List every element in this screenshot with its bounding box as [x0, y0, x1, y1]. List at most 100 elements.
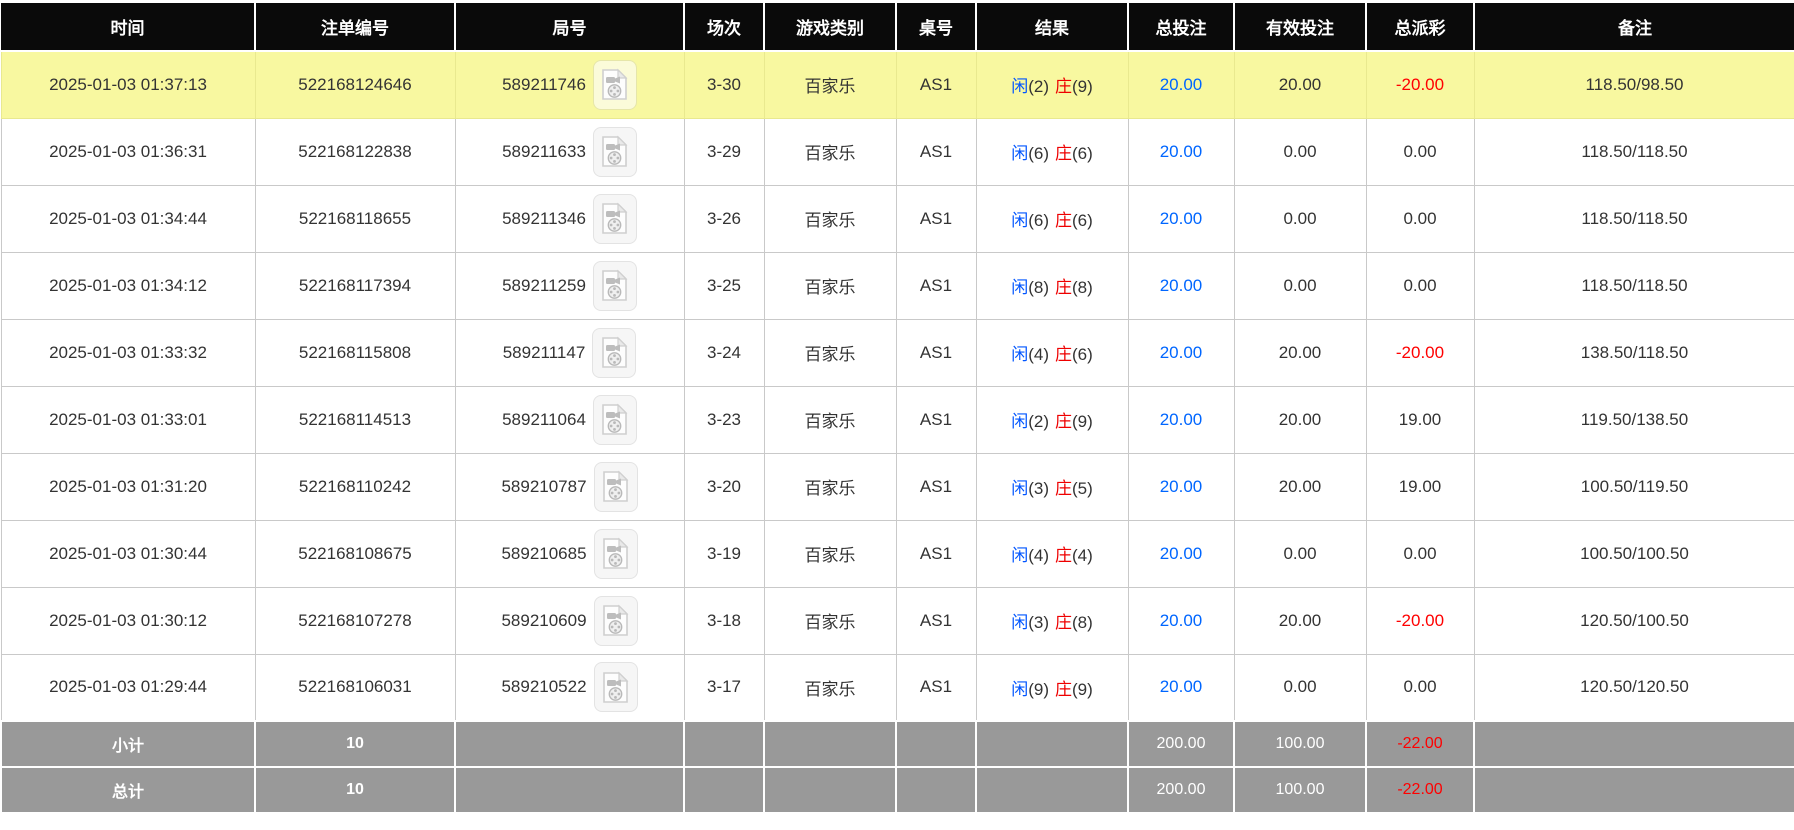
video-replay-button[interactable] [593, 528, 638, 579]
column-header-result: 结果 [975, 3, 1128, 52]
cell-valid-bet: 20.00 [1233, 586, 1367, 655]
video-replay-button[interactable] [593, 461, 638, 512]
table-no-value: AS1 [919, 342, 953, 362]
cell-valid-bet: 0.00 [1233, 519, 1367, 588]
player-score: (6) [1028, 211, 1049, 230]
cell-game-type: 百家乐 [763, 653, 897, 722]
cell-valid-bet: 20.00 [1233, 385, 1367, 454]
cell-session: 3-25 [683, 251, 765, 320]
video-replay-button[interactable] [592, 59, 637, 110]
video-replay-button[interactable] [593, 595, 638, 646]
round-id-value: 589210522 [501, 677, 587, 697]
cell-time: 2025-01-03 01:36:31 [0, 117, 256, 186]
cell-result: 闲(2) 庄(9) [975, 50, 1129, 119]
total-bet-link[interactable]: 20.00 [1159, 74, 1203, 94]
game-type-value: 百家乐 [804, 77, 856, 97]
game-type-value: 百家乐 [804, 613, 856, 632]
total-bet-link[interactable]: 20.00 [1159, 342, 1203, 362]
video-replay-button[interactable] [592, 394, 637, 445]
bet-row[interactable]: 2025-01-03 01:34:12 522168117394 589211259… [0, 251, 1794, 320]
video-replay-button[interactable] [593, 662, 638, 713]
bet-row[interactable]: 2025-01-03 01:30:44 522168108675 589210685… [0, 519, 1794, 588]
video-replay-button[interactable] [592, 327, 637, 378]
table-no-value: AS1 [919, 610, 953, 630]
video-file-icon [603, 470, 629, 502]
video-replay-button[interactable] [592, 126, 637, 177]
cell-bet-id: 522168106031 [254, 653, 456, 722]
time-value: 2025-01-03 01:29:44 [49, 677, 207, 697]
total-bet-link[interactable]: 20.00 [1159, 141, 1203, 161]
total-bet-link[interactable]: 20.00 [1159, 409, 1203, 429]
column-header-remark: 备注 [1473, 3, 1794, 52]
cell-remark: 118.50/118.50 [1473, 117, 1794, 186]
round-id-group: 589210609 [501, 595, 638, 646]
round-id-value: 589211147 [502, 342, 586, 362]
round-id-group: 589211746 [502, 59, 637, 110]
subtotal-row-label: 小计 [0, 720, 256, 768]
video-file-icon [602, 269, 628, 301]
round-id-value: 589211746 [502, 74, 586, 94]
remark-value: 119.50/138.50 [1580, 409, 1689, 429]
footer-total-bet: 200.00 [1156, 735, 1206, 752]
bet-id-value: 522168107278 [298, 610, 412, 630]
video-file-icon [602, 68, 628, 101]
bet-id-value: 522168114513 [298, 409, 412, 429]
player-score: (2) [1028, 77, 1049, 97]
table-no-value: AS1 [919, 543, 953, 563]
cell-result: 闲(6) 庄(6) [975, 184, 1129, 253]
total-bet-link[interactable]: 20.00 [1159, 275, 1203, 295]
player-label: 闲 [1011, 278, 1029, 297]
cell-valid-bet: 0.00 [1233, 653, 1367, 722]
round-id-group: 589210685 [501, 528, 638, 579]
player-score: (9) [1028, 679, 1049, 699]
cell-remark: 120.50/100.50 [1473, 586, 1794, 655]
cell-game-type: 百家乐 [763, 50, 897, 119]
banker-label: 庄 [1055, 211, 1072, 230]
total-bet-link[interactable]: 20.00 [1159, 677, 1203, 697]
cell-remark: 118.50/118.50 [1473, 251, 1794, 320]
video-replay-button[interactable] [592, 260, 637, 311]
column-header-game_type: 游戏类别 [763, 3, 896, 52]
bet-row[interactable]: 2025-01-03 01:36:31 522168122838 589211633… [0, 117, 1794, 186]
total-bet-link[interactable]: 20.00 [1159, 208, 1203, 228]
cell-valid-bet: 20.00 [1233, 50, 1367, 119]
total-bet-link[interactable]: 20.00 [1159, 543, 1203, 563]
cell-table-no: AS1 [895, 586, 977, 655]
cell-total-bet: 20.00 [1127, 519, 1235, 588]
column-header-session: 场次 [683, 3, 764, 52]
round-id-group: 589210787 [501, 461, 638, 512]
bet-row[interactable]: 2025-01-03 01:33:32 522168115808 589211147… [0, 318, 1794, 387]
cell-remark: 100.50/100.50 [1473, 519, 1794, 588]
time-value: 2025-01-03 01:37:13 [49, 74, 207, 94]
cell-total-bet: 20.00 [1127, 184, 1235, 253]
total-bet-link[interactable]: 20.00 [1159, 476, 1203, 496]
cell-time: 2025-01-03 01:29:44 [0, 653, 256, 722]
bet-row[interactable]: 2025-01-03 01:37:13 522168124646 589211746… [0, 50, 1794, 119]
video-replay-button[interactable] [592, 193, 637, 244]
cell-game-type: 百家乐 [763, 318, 897, 387]
total-bet-link[interactable]: 20.00 [1159, 610, 1203, 630]
banker-score: (6) [1072, 211, 1093, 230]
remark-value: 118.50/118.50 [1581, 275, 1688, 295]
remark-value: 100.50/100.50 [1580, 543, 1689, 563]
cell-bet-id: 522168108675 [254, 519, 456, 588]
time-value: 2025-01-03 01:36:31 [49, 141, 207, 161]
bet-row[interactable]: 2025-01-03 01:30:12 522168107278 589210609… [0, 586, 1794, 655]
bet-row[interactable]: 2025-01-03 01:29:44 522168106031 589210522… [0, 653, 1794, 722]
bet-row[interactable]: 2025-01-03 01:31:20 522168110242 589210787… [0, 452, 1794, 521]
remark-value: 120.50/120.50 [1580, 677, 1689, 697]
footer-empty-round [454, 720, 685, 768]
round-id-value: 589211346 [502, 208, 586, 228]
cell-round-id: 589211259 [454, 251, 685, 320]
bet-row[interactable]: 2025-01-03 01:34:44 522168118655 589211346… [0, 184, 1794, 253]
player-label: 闲 [1011, 77, 1029, 97]
time-value: 2025-01-03 01:34:44 [49, 208, 207, 228]
grandtotal-row: 总计 10 200.00 100.00 -22.00 [0, 766, 1794, 814]
total-payout-value: 19.00 [1398, 409, 1442, 429]
session-value: 3-25 [706, 275, 742, 295]
footer-empty-session [683, 720, 765, 768]
subtotal-row: 小计 10 200.00 100.00 -22.00 [0, 720, 1794, 768]
time-value: 2025-01-03 01:31:20 [49, 476, 207, 496]
bet-id-value: 522168108675 [298, 543, 412, 563]
bet-row[interactable]: 2025-01-03 01:33:01 522168114513 589211064… [0, 385, 1794, 454]
